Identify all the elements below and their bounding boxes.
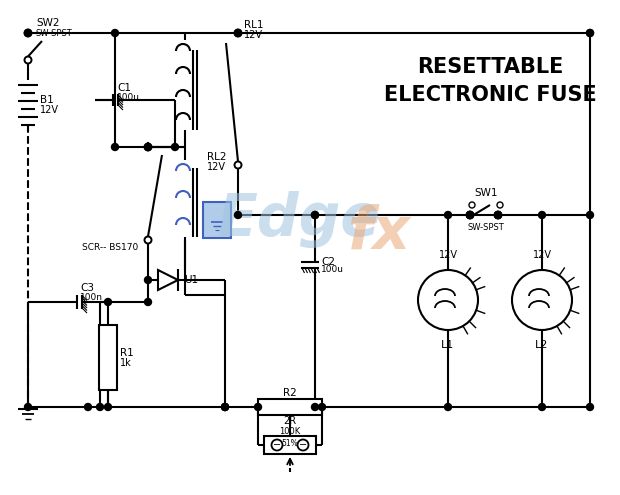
Circle shape	[112, 144, 118, 150]
Text: C1: C1	[117, 83, 131, 93]
Circle shape	[587, 30, 593, 37]
Text: L1: L1	[441, 340, 454, 350]
FancyBboxPatch shape	[99, 325, 117, 390]
Text: SW-SPST: SW-SPST	[467, 222, 505, 232]
FancyBboxPatch shape	[264, 436, 316, 454]
Circle shape	[495, 211, 502, 218]
Circle shape	[587, 211, 593, 218]
Circle shape	[221, 403, 229, 410]
Circle shape	[234, 30, 242, 37]
Text: ELECTRONIC FUSE: ELECTRONIC FUSE	[384, 85, 596, 105]
Text: 1k: 1k	[120, 357, 131, 367]
Circle shape	[539, 211, 546, 218]
Text: 100u: 100u	[321, 265, 344, 275]
Text: 100n: 100n	[80, 293, 103, 301]
Text: 12V: 12V	[40, 105, 59, 115]
Circle shape	[144, 144, 151, 150]
Circle shape	[144, 298, 151, 305]
Text: 100K: 100K	[280, 427, 301, 436]
Circle shape	[587, 30, 593, 37]
Circle shape	[221, 403, 229, 410]
Text: −: −	[273, 440, 281, 450]
Circle shape	[254, 403, 262, 410]
Text: Edge: Edge	[218, 192, 381, 248]
Text: SW1: SW1	[474, 188, 498, 198]
Text: R1: R1	[120, 347, 134, 357]
Text: RESETTABLE: RESETTABLE	[417, 57, 563, 77]
Text: 12V: 12V	[207, 162, 226, 172]
Circle shape	[495, 211, 502, 218]
Circle shape	[112, 30, 118, 37]
Text: B1: B1	[40, 95, 54, 105]
Text: 12V: 12V	[533, 250, 552, 260]
Circle shape	[84, 403, 92, 410]
Circle shape	[221, 403, 229, 410]
FancyBboxPatch shape	[258, 399, 322, 415]
Circle shape	[445, 211, 451, 218]
Circle shape	[311, 403, 319, 410]
Circle shape	[445, 403, 451, 410]
Circle shape	[587, 403, 593, 410]
Text: U1: U1	[184, 275, 198, 285]
Circle shape	[25, 403, 32, 410]
Circle shape	[319, 403, 326, 410]
Text: SW-SPST: SW-SPST	[36, 30, 73, 39]
Text: C3: C3	[80, 283, 94, 293]
Circle shape	[311, 211, 319, 218]
Circle shape	[97, 403, 104, 410]
Circle shape	[144, 277, 151, 284]
Circle shape	[105, 298, 112, 305]
Text: 100u: 100u	[117, 93, 140, 101]
Text: C2: C2	[321, 257, 335, 267]
Text: RL2: RL2	[207, 152, 226, 162]
Text: 2R: 2R	[283, 416, 296, 426]
Circle shape	[539, 403, 546, 410]
Text: R2: R2	[283, 388, 297, 398]
Text: RL1: RL1	[244, 20, 264, 30]
Text: −: −	[299, 440, 307, 450]
Circle shape	[234, 211, 242, 218]
Text: 12V: 12V	[244, 30, 263, 40]
Text: 51%: 51%	[281, 440, 298, 448]
Circle shape	[25, 30, 32, 37]
Circle shape	[172, 144, 179, 150]
Text: SCR-- BS170: SCR-- BS170	[82, 243, 138, 251]
Text: fx: fx	[347, 203, 410, 260]
Text: SW2: SW2	[36, 18, 60, 28]
Circle shape	[105, 403, 112, 410]
Text: L2: L2	[535, 340, 549, 350]
FancyBboxPatch shape	[203, 202, 231, 238]
Circle shape	[466, 211, 474, 218]
Text: 12V: 12V	[438, 250, 458, 260]
Circle shape	[311, 211, 319, 218]
Circle shape	[466, 211, 474, 218]
